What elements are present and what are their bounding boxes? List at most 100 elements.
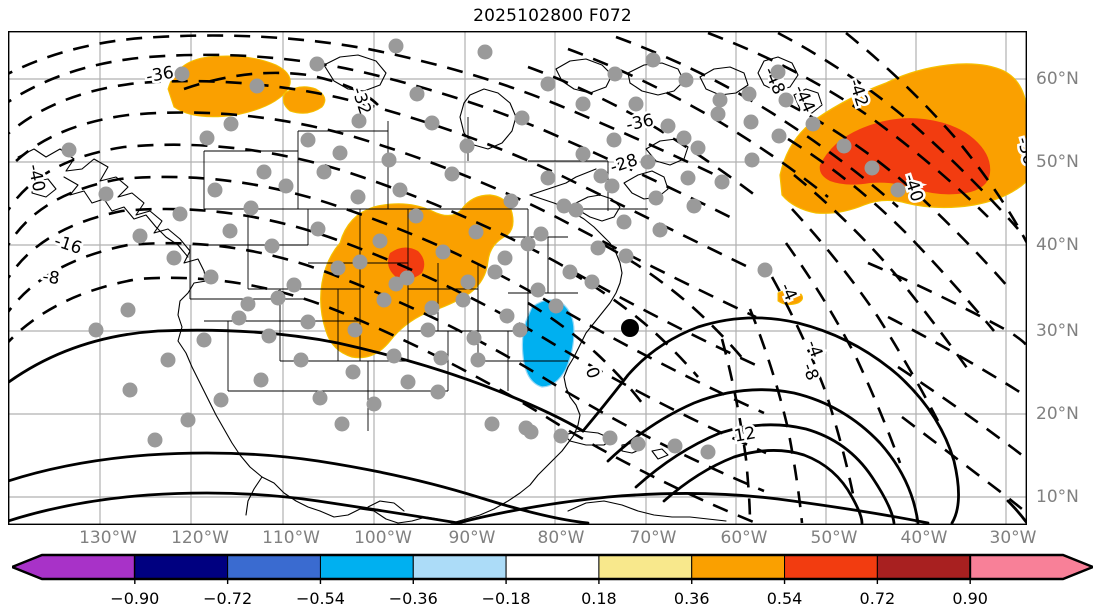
station-dot bbox=[591, 241, 606, 256]
station-dot bbox=[617, 215, 632, 230]
station-dot bbox=[223, 224, 238, 239]
station-dot bbox=[310, 57, 325, 72]
station-dot bbox=[576, 97, 591, 112]
station-dot bbox=[410, 87, 425, 102]
station-dot bbox=[554, 429, 569, 444]
latitude-label: 20°N bbox=[1036, 404, 1079, 424]
station-dot bbox=[167, 251, 182, 266]
colorbar-tick-label: 0.72 bbox=[860, 589, 896, 608]
station-dot bbox=[271, 291, 286, 306]
station-dot bbox=[521, 237, 536, 252]
station-dot bbox=[541, 77, 556, 92]
station-dot bbox=[445, 167, 460, 182]
station-dot bbox=[431, 385, 446, 400]
station-dot bbox=[301, 315, 316, 330]
latitude-label: 30°N bbox=[1036, 321, 1079, 341]
contour-label: -8 bbox=[41, 267, 61, 289]
station-dot bbox=[646, 53, 661, 68]
station-dot bbox=[161, 353, 176, 368]
station-dot bbox=[62, 143, 77, 158]
station-dot bbox=[563, 265, 578, 280]
station-dot bbox=[608, 67, 623, 82]
station-dot bbox=[691, 141, 706, 156]
station-dot bbox=[89, 323, 104, 338]
station-dot bbox=[409, 209, 424, 224]
station-dot bbox=[265, 239, 280, 254]
station-dot bbox=[569, 203, 584, 218]
figure-root: 2025102800 F072 bbox=[0, 0, 1105, 615]
station-dot bbox=[262, 329, 277, 344]
station-dot bbox=[619, 249, 634, 264]
station-dot bbox=[498, 251, 513, 266]
station-dot bbox=[333, 146, 348, 161]
station-dot bbox=[742, 87, 757, 102]
station-dot bbox=[837, 139, 852, 154]
longitude-label: 70°W bbox=[630, 528, 677, 548]
station-dot bbox=[641, 155, 656, 170]
shaded-region-orange-nwcanada-b bbox=[283, 87, 325, 114]
colorbar-segment[interactable] bbox=[413, 555, 506, 579]
station-dot bbox=[677, 131, 692, 146]
station-dot bbox=[244, 201, 259, 216]
colorbar-segment[interactable] bbox=[506, 555, 599, 579]
station-dot bbox=[181, 413, 196, 428]
station-dot bbox=[488, 265, 503, 280]
station-dot bbox=[456, 293, 471, 308]
station-dot bbox=[224, 117, 239, 132]
station-dot bbox=[348, 323, 363, 338]
station-dot bbox=[317, 165, 332, 180]
colorbar-segment[interactable] bbox=[599, 555, 692, 579]
station-dot bbox=[373, 234, 388, 249]
station-dot bbox=[631, 437, 646, 452]
longitude-label: 40°W bbox=[901, 528, 948, 548]
station-dot bbox=[123, 383, 138, 398]
station-dot bbox=[175, 67, 190, 82]
colorbar[interactable] bbox=[12, 553, 1093, 585]
station-dot bbox=[389, 277, 404, 292]
station-dot bbox=[208, 183, 223, 198]
colorbar-tick-label: −0.36 bbox=[389, 589, 438, 608]
station-dot bbox=[200, 131, 215, 146]
station-dot bbox=[541, 171, 556, 186]
station-dot bbox=[531, 283, 546, 298]
colorbar-tick-label: −0.90 bbox=[110, 589, 159, 608]
station-dot bbox=[133, 229, 148, 244]
station-dot bbox=[389, 39, 404, 54]
colorbar-segment[interactable] bbox=[135, 555, 228, 579]
latitude-label: 10°N bbox=[1036, 487, 1079, 507]
station-dot bbox=[294, 353, 309, 368]
station-dot bbox=[607, 133, 622, 148]
colorbar-tick-label: −0.54 bbox=[296, 589, 345, 608]
station-dot bbox=[504, 194, 519, 209]
station-dot bbox=[661, 119, 676, 134]
page-title: 2025102800 F072 bbox=[0, 6, 1105, 26]
station-dot bbox=[254, 373, 269, 388]
longitude-label: 120°W bbox=[171, 528, 229, 548]
colorbar-segment[interactable] bbox=[877, 555, 970, 579]
colorbar-segment[interactable] bbox=[228, 555, 321, 579]
station-dot bbox=[425, 301, 440, 316]
colorbar-segment[interactable] bbox=[692, 555, 785, 579]
station-dot bbox=[603, 431, 618, 446]
longitude-label: 90°W bbox=[449, 528, 496, 548]
station-dot bbox=[772, 129, 787, 144]
station-dot bbox=[353, 255, 368, 270]
station-dot bbox=[461, 275, 476, 290]
station-dot bbox=[387, 349, 402, 364]
colorbar-segments[interactable] bbox=[12, 555, 1093, 579]
storm-center-marker bbox=[621, 319, 639, 337]
station-dot bbox=[471, 353, 486, 368]
station-dot bbox=[250, 79, 265, 94]
contour-label: 12 bbox=[733, 423, 758, 446]
station-dot bbox=[771, 65, 786, 80]
longitude-label: 60°W bbox=[721, 528, 768, 548]
station-dot bbox=[377, 293, 392, 308]
colorbar-svg[interactable] bbox=[12, 553, 1093, 585]
station-dot bbox=[687, 199, 702, 214]
map-svg: -36-32-40-16-8-36-28-48-44-42-40-56-40-4… bbox=[8, 31, 1027, 525]
station-dot bbox=[173, 207, 188, 222]
colorbar-segment[interactable] bbox=[785, 555, 878, 579]
colorbar-segment[interactable] bbox=[320, 555, 413, 579]
station-dot bbox=[352, 114, 367, 129]
station-dot bbox=[478, 45, 493, 60]
